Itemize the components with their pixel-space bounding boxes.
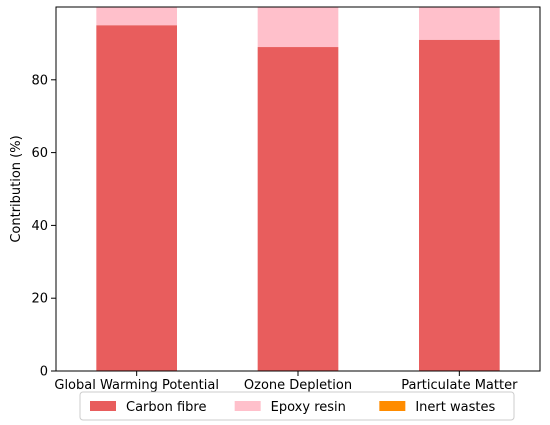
bar-carbon-fibre-2: [419, 39, 500, 371]
bar-carbon-fibre-0: [96, 25, 177, 371]
legend-label-inert-wastes: Inert wastes: [415, 400, 495, 415]
bar-epoxy-resin-1: [257, 7, 339, 48]
legend-swatch-epoxy-resin: [234, 401, 261, 411]
y-axis-label: Contribution (%): [9, 135, 24, 242]
axes-group: 0 20 40 60 80 Global Warming Potential Ozone D…: [31, 6, 541, 393]
bars-group: [96, 7, 500, 371]
y-tick-label-3: 60: [31, 146, 48, 161]
y-tick-label-2: 40: [31, 219, 48, 234]
legend-label-carbon-fibre: Carbon fibre: [126, 400, 206, 415]
x-tick-label-1: Ozone Depletion: [244, 378, 352, 393]
legend-box: [79, 391, 515, 421]
legend-swatch-carbon-fibre: [90, 401, 116, 411]
y-tick-label-4: 80: [31, 73, 48, 88]
y-tick-label-1: 20: [31, 292, 48, 307]
legend-label-epoxy-resin: Epoxy resin: [271, 400, 346, 415]
bar-epoxy-resin-2: [419, 7, 500, 40]
x-tick-label-2: Particulate Matter: [401, 378, 518, 393]
legend: Carbon fibre Epoxy resin Inert wastes: [79, 391, 515, 421]
y-tick-label-0: 0: [40, 365, 48, 380]
bar-carbon-fibre-1: [257, 47, 339, 371]
x-tick-label-0: Global Warming Potential: [54, 378, 219, 393]
bar-epoxy-resin-0: [96, 7, 177, 26]
legend-swatch-inert-wastes: [379, 401, 406, 411]
